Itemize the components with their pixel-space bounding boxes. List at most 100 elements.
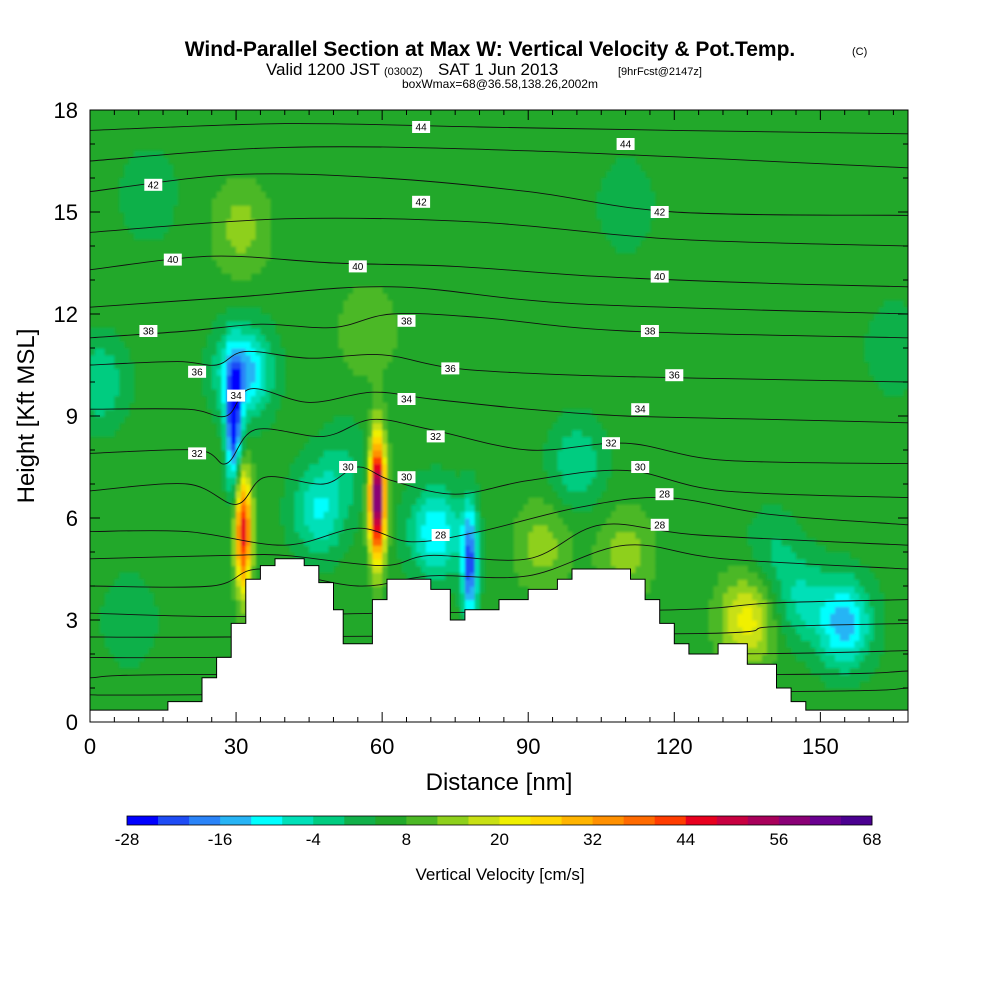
velocity-cell	[786, 606, 792, 614]
velocity-cell	[732, 572, 739, 580]
velocity-cell	[888, 314, 894, 322]
velocity-cell	[245, 361, 252, 369]
x-axis: 0 30 60 90 120 150	[84, 110, 894, 759]
velocity-cell	[450, 545, 456, 553]
velocity-cell	[226, 470, 232, 478]
velocity-cell	[747, 654, 753, 662]
velocity-cell	[367, 558, 374, 567]
velocity-cell	[119, 640, 125, 648]
velocity-cell	[610, 538, 617, 546]
velocity-cell	[533, 524, 539, 533]
velocity-cell	[348, 429, 354, 437]
velocity-cell	[99, 375, 106, 383]
velocity-cell	[299, 531, 305, 539]
velocity-cell	[873, 341, 880, 349]
velocity-cell	[226, 314, 232, 322]
velocity-cell	[825, 613, 831, 621]
velocity-cell	[752, 552, 758, 560]
velocity-cell	[567, 531, 573, 539]
velocity-cell	[250, 497, 257, 505]
velocity-cell	[718, 620, 724, 628]
velocity-cell	[119, 382, 125, 390]
velocity-cell	[367, 443, 374, 451]
velocity-cell	[455, 524, 461, 533]
velocity-cell	[124, 395, 130, 403]
velocity-cell	[878, 640, 885, 648]
velocity-cell	[791, 558, 797, 567]
velocity-cell	[240, 212, 247, 220]
velocity-cell	[606, 531, 612, 539]
velocity-cell	[377, 497, 383, 505]
velocity-cell	[878, 327, 885, 335]
velocity-cell	[323, 531, 330, 539]
velocity-cell	[430, 463, 437, 471]
velocity-cell	[138, 232, 145, 240]
velocity-cell	[240, 592, 247, 601]
velocity-cell	[630, 171, 636, 179]
velocity-cell	[834, 579, 841, 587]
velocity-cell	[250, 395, 257, 403]
velocity-cell	[834, 674, 841, 682]
velocity-cell	[211, 225, 218, 233]
velocity-cell	[275, 402, 281, 410]
theta-contour-label-text: 42	[416, 197, 428, 208]
velocity-cell	[401, 552, 408, 560]
velocity-cell	[153, 171, 159, 179]
velocity-cell	[387, 477, 393, 485]
velocity-cell	[800, 633, 807, 641]
velocity-cell	[640, 511, 646, 519]
velocity-cell	[328, 552, 335, 560]
velocity-cell	[236, 191, 242, 199]
velocity-cell	[421, 565, 427, 573]
velocity-cell	[352, 511, 359, 519]
velocity-cell	[766, 504, 773, 512]
velocity-cell	[450, 538, 456, 546]
velocity-cell	[299, 524, 305, 533]
velocity-cell	[372, 572, 378, 580]
velocity-cell	[460, 518, 466, 526]
velocity-cell	[104, 416, 111, 424]
velocity-cell	[367, 436, 374, 444]
velocity-cell	[382, 524, 388, 533]
velocity-cell	[839, 552, 846, 560]
velocity-cell	[435, 463, 442, 471]
velocity-cell	[625, 246, 632, 254]
velocity-cell	[635, 545, 641, 553]
velocity-cell	[411, 558, 417, 567]
velocity-cell	[119, 402, 125, 410]
velocity-cell	[752, 654, 758, 662]
velocity-cell	[732, 579, 739, 587]
velocity-cell	[333, 524, 339, 533]
velocity-cell	[299, 477, 305, 485]
velocity-cell	[119, 184, 125, 193]
velocity-cell	[752, 640, 758, 648]
velocity-cell	[601, 552, 607, 560]
velocity-cell	[377, 552, 383, 560]
velocity-cell	[128, 171, 135, 179]
velocity-cell	[124, 647, 130, 655]
velocity-cell	[114, 626, 120, 635]
velocity-cell	[411, 531, 417, 539]
velocity-cell	[834, 654, 841, 662]
velocity-cell	[791, 545, 797, 553]
velocity-cell	[586, 490, 593, 499]
velocity-cell	[796, 613, 802, 621]
velocity-cell	[148, 592, 154, 601]
velocity-cell	[260, 246, 266, 254]
velocity-cell	[211, 382, 218, 390]
velocity-cell	[114, 409, 120, 417]
velocity-cell	[133, 191, 140, 199]
velocity-cell	[372, 579, 378, 587]
velocity-cell	[231, 361, 237, 369]
velocity-cell	[820, 626, 826, 635]
velocity-cell	[372, 518, 378, 526]
velocity-cell	[406, 524, 412, 533]
velocity-cell	[859, 613, 865, 621]
theta-contour-label-text: 40	[167, 255, 179, 266]
velocity-cell	[591, 456, 597, 465]
velocity-cell	[869, 606, 875, 614]
velocity-cell	[255, 327, 262, 335]
velocity-cell	[313, 497, 320, 505]
velocity-cell	[348, 334, 354, 342]
velocity-cell	[104, 327, 111, 335]
